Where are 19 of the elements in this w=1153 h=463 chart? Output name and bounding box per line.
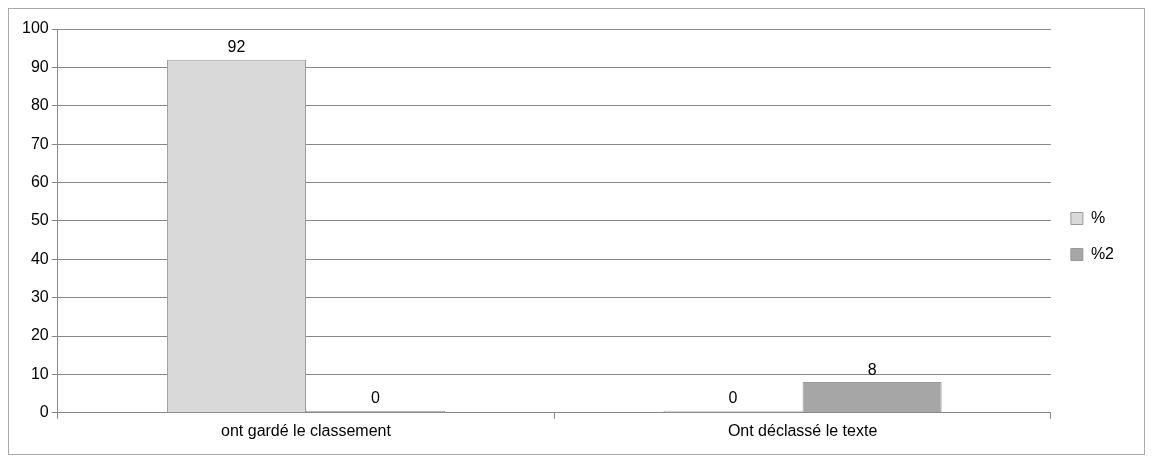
y-tick-label: 30 — [30, 288, 49, 306]
data-label: 0 — [728, 389, 738, 407]
legend-label: %2 — [1090, 244, 1115, 262]
y-tick-label: 0 — [39, 403, 49, 421]
data-label: 92 — [227, 38, 246, 56]
y-tick-label: 70 — [30, 134, 49, 152]
x-tick-label: ont gardé le classement — [221, 421, 392, 439]
y-tick-label: 40 — [30, 249, 49, 267]
y-tick-label: 50 — [30, 211, 49, 229]
legend-label: % — [1090, 208, 1106, 226]
y-tick-label: 100 — [21, 19, 49, 37]
y-tick-label: 90 — [30, 57, 49, 75]
y-tick-label: 10 — [30, 364, 49, 382]
data-label: 0 — [371, 389, 381, 407]
y-tick-label: 20 — [30, 326, 49, 344]
x-tick-label: Ont déclassé le texte — [727, 421, 878, 439]
data-label: 8 — [867, 360, 877, 378]
y-tick-label: 80 — [30, 96, 49, 114]
y-tick-label: 60 — [30, 172, 49, 190]
